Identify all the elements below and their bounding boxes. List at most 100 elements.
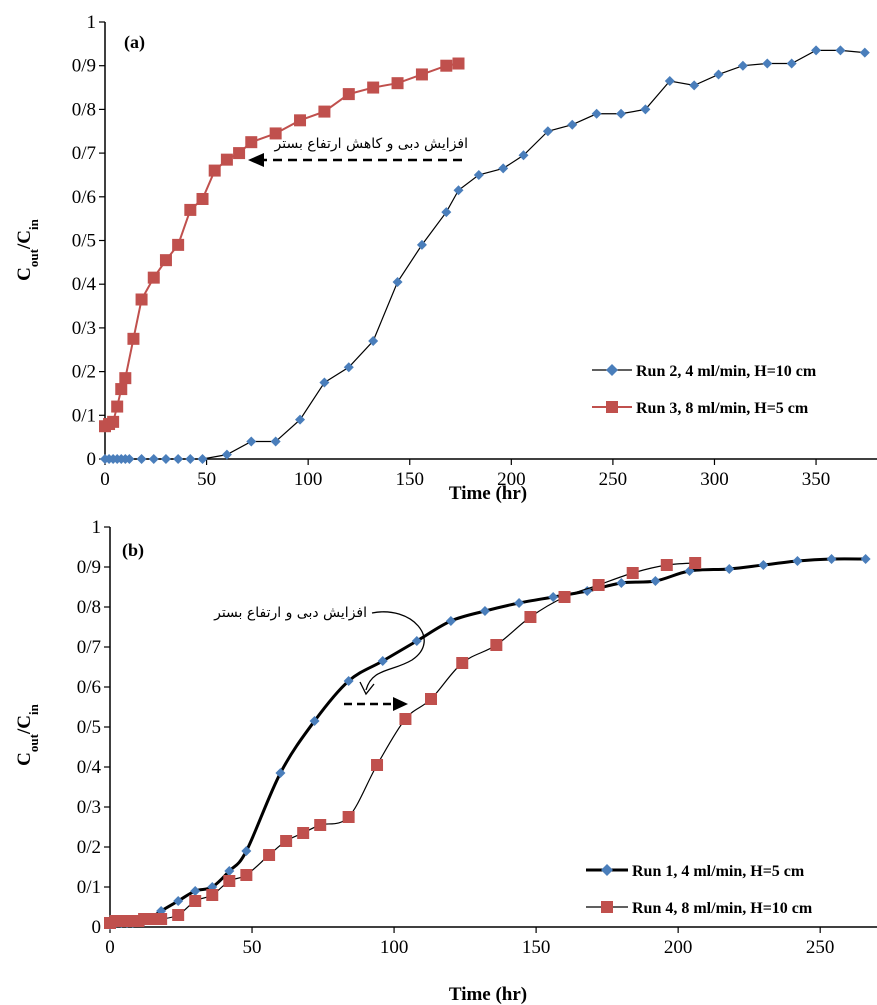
y-tick-label: 0/1: [77, 877, 101, 898]
y-tick-label: 1: [92, 517, 102, 538]
data-point: [490, 639, 503, 651]
x-tick-label: 100: [380, 937, 409, 958]
data-point: [223, 875, 236, 887]
data-point: [835, 45, 846, 56]
legend-item-run2: Run 2, 4 ml/min, H=10 cm: [592, 363, 817, 380]
x-tick-label: 50: [243, 937, 262, 958]
data-point: [111, 400, 124, 413]
chart-panel-a: 0 0/1 0/2 0/3 0/4 0/5 0/6 0/7 0/8 0/9 1 0 50 100 150 2…: [14, 12, 877, 504]
data-point: [626, 567, 639, 579]
annotation-arrow: [344, 611, 425, 711]
y-tick-label: 0/4: [72, 274, 97, 295]
data-point: [479, 606, 490, 616]
data-point: [453, 185, 464, 196]
data-point: [445, 616, 456, 626]
data-point: [318, 105, 331, 118]
legend: Run 1, 4 ml/min, H=5 cm Run 4, 8 ml/min,…: [586, 863, 813, 917]
data-point: [859, 47, 870, 58]
data-point: [148, 454, 159, 464]
legend-item-run1: Run 1, 4 ml/min, H=5 cm: [586, 863, 805, 880]
y-axis-label: Cout/Cin: [14, 703, 41, 765]
y-tick-label: 0/2: [72, 362, 96, 383]
data-point: [441, 207, 452, 218]
data-point: [860, 554, 871, 564]
data-point: [498, 163, 509, 174]
data-point: [184, 203, 197, 216]
data-point: [811, 45, 822, 56]
data-point: [660, 559, 673, 571]
data-point: [155, 913, 168, 925]
data-point: [592, 579, 605, 591]
y-tick-label: 0/3: [77, 797, 101, 818]
chart-panel-b: 0 0/1 0/2 0/3 0/4 0/5 0/6 0/7 0/8 0/9 1 0 50 100 150 2…: [14, 517, 877, 1005]
y-tick-label: 0/5: [77, 717, 101, 738]
annotation-text: افزایش دبی و کاهش ارتفاع بستر: [274, 136, 469, 152]
data-point: [452, 57, 465, 70]
data-point: [367, 81, 380, 94]
data-point: [792, 556, 803, 566]
x-tick-label: 0: [100, 469, 110, 490]
x-tick-label: 350: [802, 469, 831, 490]
x-tick-label: 250: [599, 469, 628, 490]
data-point: [473, 169, 484, 180]
data-point: [713, 69, 724, 80]
x-tick-label: 150: [395, 469, 424, 490]
data-point: [246, 436, 257, 447]
data-point: [297, 827, 310, 839]
data-point: [391, 77, 404, 90]
data-point: [377, 656, 388, 666]
data-point: [343, 676, 354, 686]
data-point: [220, 153, 233, 166]
data-point: [518, 150, 529, 161]
data-point: [689, 557, 702, 569]
data-point: [119, 372, 132, 385]
y-tick-label: 0/8: [72, 99, 96, 120]
y-tick-label: 0: [92, 917, 102, 938]
y-tick-label: 0/6: [72, 187, 96, 208]
data-point: [136, 454, 147, 464]
y-tick-label: 0/4: [77, 757, 102, 778]
data-point: [124, 454, 135, 464]
y-tick-label: 0/7: [72, 143, 96, 164]
data-point: [542, 126, 553, 137]
y-tick-label: 0/3: [72, 318, 96, 339]
data-point: [224, 866, 235, 876]
x-axis-label: Time (hr): [449, 984, 527, 1005]
data-point: [689, 80, 700, 91]
data-point: [233, 147, 246, 160]
legend-label: Run 1, 4 ml/min, H=5 cm: [632, 863, 805, 880]
data-point: [399, 713, 412, 725]
series-group: [104, 554, 871, 930]
y-tick-label: 0/8: [77, 597, 101, 618]
data-point: [127, 332, 140, 345]
data-point: [206, 889, 219, 901]
y-tick-label: 1: [87, 12, 97, 33]
data-point: [245, 136, 258, 149]
data-point: [343, 362, 354, 373]
data-point: [826, 554, 837, 564]
annotation-text: افزایش دبی و ارتفاع بستر: [213, 605, 367, 621]
legend-label: Run 3, 8 ml/min, H=5 cm: [636, 400, 809, 417]
y-tick-label: 0/7: [77, 637, 101, 658]
data-point: [196, 192, 209, 205]
y-tick-label: 0/9: [77, 557, 101, 578]
data-point: [762, 58, 773, 69]
x-axis-label: Time (hr): [449, 483, 527, 504]
legend-label: Run 2, 4 ml/min, H=10 cm: [636, 363, 817, 380]
annotation-arrow: [248, 153, 462, 167]
data-point: [724, 564, 735, 574]
data-point: [263, 849, 276, 861]
data-point: [160, 454, 171, 464]
legend-label: Run 4, 8 ml/min, H=10 cm: [632, 900, 813, 917]
data-point: [309, 716, 320, 726]
data-point: [786, 58, 797, 69]
data-point: [456, 657, 469, 669]
x-ticks: 0 50 100 150 200 250 300 350: [100, 459, 830, 490]
y-axis-label: Cout/Cin: [14, 218, 41, 280]
y-tick-label: 0/1: [72, 405, 96, 426]
data-point: [189, 895, 202, 907]
data-point: [392, 277, 403, 288]
data-point: [159, 254, 172, 267]
y-tick-label: 0/6: [77, 677, 101, 698]
data-point: [664, 75, 675, 86]
